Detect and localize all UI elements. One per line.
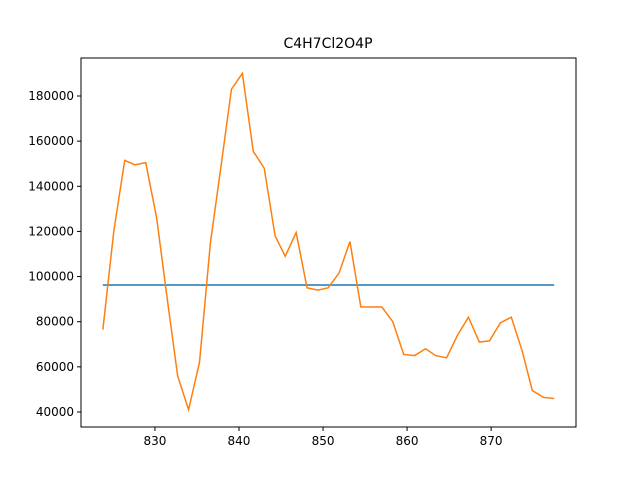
y-tick-label: 140000 [28, 179, 74, 193]
y-tick-label: 80000 [36, 315, 74, 329]
y-tick-label: 180000 [28, 89, 74, 103]
chart-title: C4H7Cl2O4P [283, 36, 372, 52]
plot-frame [80, 57, 577, 428]
y-tick-label: 60000 [36, 360, 74, 374]
x-tick-label: 830 [144, 434, 167, 448]
line-series [102, 71, 555, 413]
x-tick-label: 870 [480, 434, 503, 448]
y-tick-label: 120000 [28, 224, 74, 238]
x-tick-label: 840 [228, 434, 251, 448]
y-tick-label: 100000 [28, 270, 74, 284]
y-tick-label: 160000 [28, 134, 74, 148]
y-tick-label: 40000 [36, 405, 74, 419]
x-tick-label: 860 [396, 434, 419, 448]
x-tick-label: 850 [312, 434, 335, 448]
